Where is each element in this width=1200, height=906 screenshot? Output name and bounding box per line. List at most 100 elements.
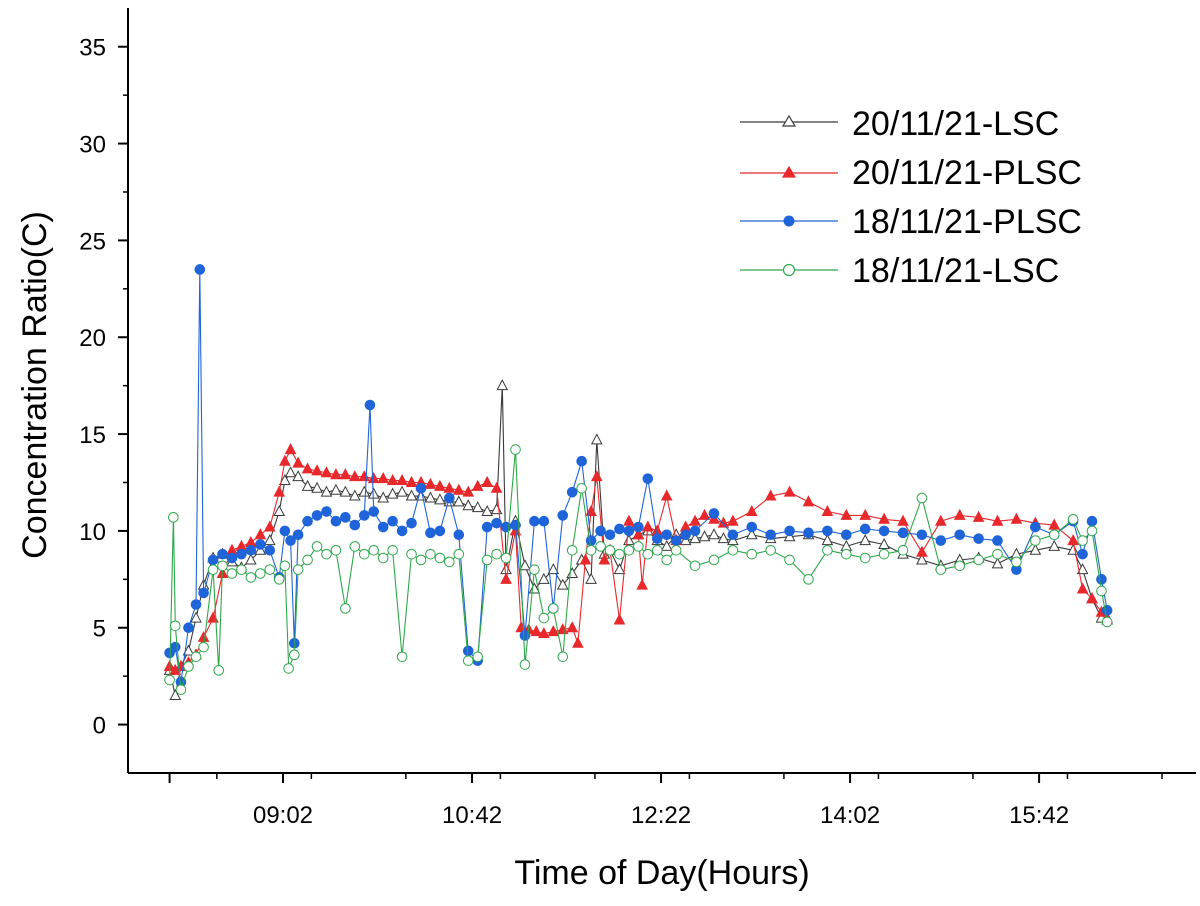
data-point — [285, 535, 296, 546]
data-point — [510, 519, 521, 531]
data-point — [340, 512, 351, 523]
data-point — [321, 506, 332, 517]
data-point — [405, 489, 418, 501]
data-point — [821, 504, 834, 517]
data-point — [490, 481, 503, 493]
data-point — [320, 466, 333, 478]
data-point — [264, 564, 276, 575]
data-point — [226, 552, 238, 564]
data-point — [897, 527, 909, 539]
data-point — [595, 541, 606, 552]
data-point — [198, 641, 209, 653]
data-point — [803, 574, 814, 585]
data-point — [387, 544, 398, 556]
y-axis-title: Concentration Ratio(C) — [16, 211, 54, 559]
data-point — [481, 475, 493, 487]
data-point — [642, 473, 654, 484]
data-point — [538, 572, 550, 584]
data-point — [661, 554, 673, 566]
data-point — [279, 454, 291, 466]
series-layer — [163, 264, 1113, 701]
data-point — [859, 508, 872, 520]
y-tick-label: 10 — [79, 519, 106, 546]
data-point — [632, 528, 645, 540]
data-point — [424, 477, 437, 489]
data-point — [1096, 585, 1107, 597]
data-point — [859, 534, 872, 546]
data-point — [255, 568, 266, 579]
data-point — [330, 544, 342, 556]
data-point — [396, 485, 408, 497]
data-point — [698, 530, 711, 542]
data-point — [491, 548, 502, 560]
data-point — [660, 489, 673, 501]
data-point — [764, 489, 777, 501]
data-point — [358, 510, 370, 521]
data-point — [1011, 556, 1022, 568]
data-point — [289, 649, 300, 661]
series-3 — [164, 444, 1113, 696]
data-point — [349, 541, 361, 552]
data-point — [349, 519, 361, 531]
data-point — [217, 548, 228, 560]
data-point — [396, 525, 408, 537]
legend-marker — [781, 114, 797, 127]
data-point — [1076, 563, 1089, 575]
data-point — [661, 529, 673, 541]
data-point — [434, 493, 446, 505]
data-point — [302, 554, 313, 566]
data-point — [168, 512, 179, 523]
legend-label: 18/11/21-PLSC — [852, 203, 1082, 241]
data-point — [557, 510, 569, 521]
data-point — [368, 506, 380, 517]
y-tick-label: 5 — [93, 616, 106, 643]
data-point — [183, 622, 194, 634]
data-point — [207, 564, 219, 575]
data-point — [717, 516, 730, 528]
legend-entry-20-11-21-lsc: 20/11/21-LSC — [740, 105, 1059, 143]
data-point — [358, 470, 371, 482]
data-point — [183, 661, 194, 672]
data-point — [613, 613, 626, 625]
data-point — [254, 528, 267, 540]
data-point — [169, 688, 182, 701]
data-point — [434, 552, 446, 564]
data-point — [311, 510, 323, 521]
x-axis-title: Time of Day(Hours) — [514, 854, 809, 892]
data-point — [462, 645, 474, 657]
data-point — [973, 554, 984, 566]
data-point — [727, 529, 739, 541]
data-point — [556, 578, 569, 590]
data-point — [452, 495, 465, 507]
data-point — [1086, 592, 1098, 604]
data-point — [386, 487, 399, 499]
data-point — [954, 560, 966, 572]
data-point — [992, 548, 1003, 560]
x-tick-label: 14:02 — [820, 802, 880, 829]
data-point — [481, 504, 493, 517]
legend-marker — [783, 215, 795, 227]
data-point — [689, 514, 701, 526]
data-point — [1048, 529, 1060, 541]
data-point — [604, 544, 616, 556]
data-point — [425, 527, 436, 539]
data-point — [566, 621, 579, 633]
data-point — [207, 554, 219, 566]
data-point — [279, 560, 291, 572]
data-point — [633, 521, 644, 533]
data-point — [169, 641, 181, 653]
data-point — [992, 535, 1003, 546]
data-point — [462, 655, 474, 666]
data-point — [727, 544, 739, 556]
data-point — [367, 472, 380, 484]
data-point — [444, 492, 455, 504]
data-point — [538, 515, 550, 527]
data-point — [500, 563, 512, 575]
data-point — [916, 529, 928, 541]
data-point — [878, 537, 890, 549]
data-point — [169, 620, 181, 632]
data-point — [396, 651, 408, 663]
data-point — [1048, 518, 1061, 530]
data-point — [821, 534, 834, 546]
data-point — [490, 503, 503, 515]
